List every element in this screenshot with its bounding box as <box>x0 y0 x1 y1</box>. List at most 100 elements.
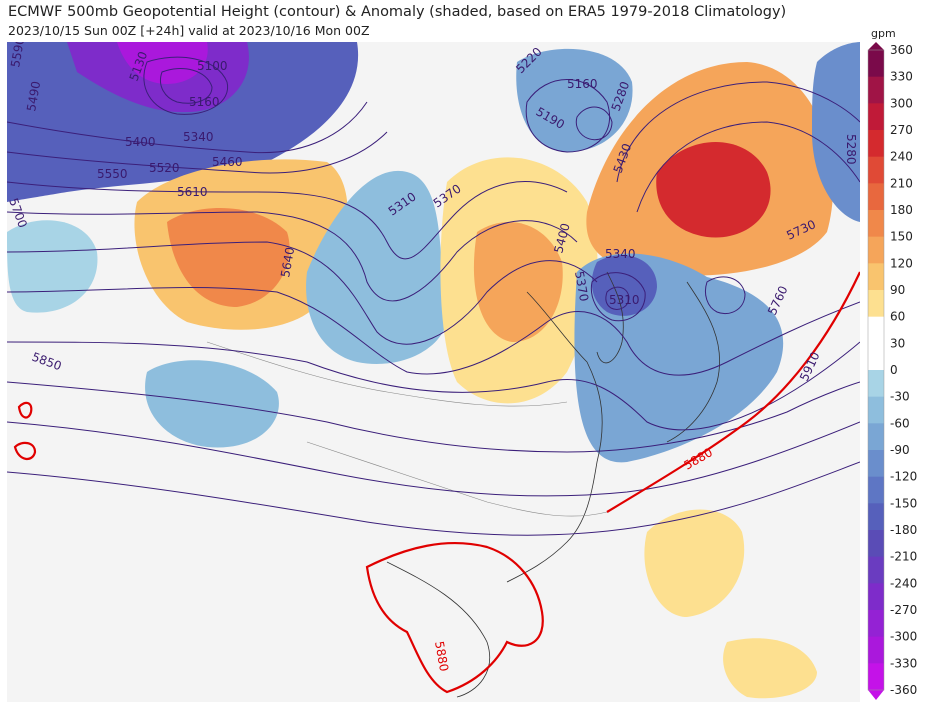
contour-label-5880: 5880 <box>432 640 451 673</box>
colorbar-segment <box>868 156 884 184</box>
contour-line <box>7 131 388 174</box>
colorbar-tick-label: -300 <box>890 630 917 644</box>
colorbar-segment <box>868 183 884 211</box>
colorbar-tick-label: -60 <box>890 416 910 430</box>
contour-line <box>590 272 646 322</box>
colorbar-border <box>867 49 885 691</box>
colorbar-segment <box>868 530 884 558</box>
contour-5880-south <box>365 541 544 694</box>
contour-line <box>7 381 860 453</box>
contour-label: 5160 <box>189 95 220 109</box>
border-lines <box>206 341 568 407</box>
coastline-indochina <box>386 561 490 698</box>
contour-label: 5490 <box>24 80 43 113</box>
colorbar-segment <box>868 450 884 478</box>
contour-line <box>7 241 598 345</box>
contour-label: 5460 <box>212 155 243 169</box>
contour-line <box>143 56 229 115</box>
anomaly-positive-south <box>723 638 817 699</box>
contour-5880-small-2 <box>13 441 37 460</box>
colorbar-tick-label: 360 <box>890 43 913 57</box>
anomaly-negative-east-core <box>591 255 657 316</box>
colorbar-tick-label: 0 <box>890 363 898 377</box>
anomaly-negative-southwest <box>145 360 279 448</box>
height-contours <box>7 56 860 536</box>
colorbar-tick-label: 330 <box>890 70 913 84</box>
colorbar-tick-label: 270 <box>890 123 913 137</box>
colorbar-segment <box>868 343 884 371</box>
colorbar-extend-bottom <box>868 690 884 700</box>
contour-label: 5760 <box>765 284 791 318</box>
contour-5880-east <box>606 271 860 513</box>
colorbar-segment <box>868 210 884 238</box>
contour-label: 5400 <box>125 135 156 149</box>
contour-label: 5700 <box>7 196 30 229</box>
contour-line <box>704 276 746 315</box>
contour-5880 <box>13 271 860 694</box>
colorbar: 360 330 300 270 240 210 180 150 120 90 60 30 0 -30 -60… <box>866 42 927 702</box>
colorbar-unit: gpm <box>871 27 896 40</box>
colorbar-tick-label: 120 <box>890 256 913 270</box>
anomaly-negative-northeast <box>516 48 633 152</box>
contour-line <box>7 101 368 154</box>
colorbar-extend-top <box>868 42 884 50</box>
colorbar-tick-label: -360 <box>890 683 917 697</box>
contour-line <box>7 181 568 260</box>
colorbar-segment <box>868 610 884 638</box>
map-panel: 5100 5130 5160 5190 5220 5160 5280 5280 … <box>7 42 860 702</box>
anomaly-positive-west-core <box>167 208 290 307</box>
contour-line <box>7 341 860 431</box>
colorbar-segment <box>868 130 884 158</box>
colorbar-segment <box>868 423 884 451</box>
contour-label: 5280 <box>844 134 858 165</box>
contour-5880-small-1 <box>17 401 33 419</box>
colorbar-tick-label: 240 <box>890 150 913 164</box>
chart-subtitle: 2023/10/15 Sun 00Z [+24h] valid at 2023/… <box>8 23 370 38</box>
map-canvas: 5100 5130 5160 5190 5220 5160 5280 5280 … <box>7 42 860 699</box>
colorbar-segment <box>868 290 884 318</box>
colorbar-tick-label: 180 <box>890 203 913 217</box>
contour-labels: 5100 5130 5160 5190 5220 5160 5280 5280 … <box>7 42 858 673</box>
colorbar-tick-label: 90 <box>890 283 905 297</box>
colorbar-tick-label: 60 <box>890 310 905 324</box>
colorbar-tick-label: -120 <box>890 470 917 484</box>
colorbar-tick-label: -180 <box>890 523 917 537</box>
colorbar-segment <box>868 263 884 291</box>
contour-line <box>575 106 613 141</box>
colorbar-tick-label: 300 <box>890 96 913 110</box>
contour-line <box>7 421 860 497</box>
contour-label: 5370 <box>572 270 591 303</box>
colorbar-segment <box>868 236 884 264</box>
contour-label: 5520 <box>149 161 180 175</box>
coastline-east-asia <box>506 291 603 583</box>
colorbar-segment <box>868 103 884 131</box>
contour-line <box>160 68 213 104</box>
colorbar-segment <box>868 476 884 504</box>
contour-label: 5550 <box>97 167 128 181</box>
contour-label: 5340 <box>605 247 636 261</box>
colorbar-tick-label: -210 <box>890 550 917 564</box>
contour-label: 5100 <box>197 59 228 73</box>
contour-line <box>7 211 578 302</box>
contour-label: 5850 <box>30 350 63 374</box>
colorbar-segment <box>868 396 884 424</box>
contour-line <box>7 287 860 376</box>
contour-label-5880: 5880 <box>682 445 715 472</box>
contour-label: 5590 <box>8 42 27 69</box>
contour-label: 5910 <box>797 350 823 384</box>
anomaly-positive-center-core <box>473 222 563 342</box>
contour-label: 5640 <box>278 246 297 279</box>
colorbar-tick-label: -330 <box>890 656 917 670</box>
colorbar-segment <box>868 503 884 531</box>
contour-label: 5310 <box>609 293 640 307</box>
anomaly-positive-southeast <box>644 509 745 617</box>
colorbar-tick-label: -270 <box>890 603 917 617</box>
colorbar-segment <box>868 76 884 104</box>
contour-line <box>525 79 611 153</box>
contour-line <box>636 121 860 213</box>
colorbar-segment <box>868 636 884 664</box>
contour-label: 5340 <box>183 130 214 144</box>
anomaly-negative-far-east <box>812 42 860 222</box>
contour-label: 5160 <box>567 77 598 91</box>
colorbar-segment <box>868 583 884 611</box>
